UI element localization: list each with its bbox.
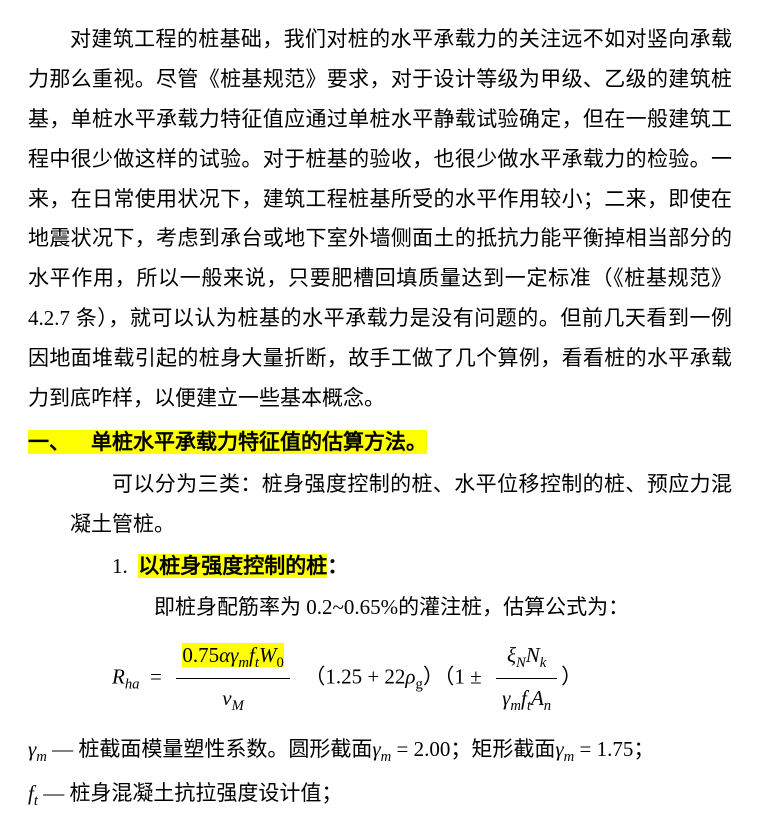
section-1-number: 一、 单桩水平承载力特征值的估算方法。 (28, 430, 427, 454)
item-1-description: 即桩身配筋率为 0.2~0.65%的灌注桩，估算公式为： (154, 588, 732, 628)
note-gamma-m: γm — 桩截面模量塑性系数。圆形截面γm = 2.00；矩形截面γm = 1.… (28, 730, 732, 772)
item-1-colon: ： (327, 554, 348, 578)
item-1-number: 1. (112, 554, 128, 578)
item-1-title: 以桩身强度控制的桩 (138, 554, 327, 578)
section-1-intro: 可以分为三类：桩身强度控制的桩、水平位移控制的桩、预应力混凝土管桩。 (70, 465, 732, 545)
section-1-title: 单桩水平承载力特征值的估算方法。 (91, 430, 427, 454)
formula-rha: Rha = 0.75αγmftW0 νM （1.25 + 22ρg）（1 ± ξ… (112, 636, 732, 721)
formula-fraction-2: ξNNk γmftAn (496, 636, 557, 721)
list-item-1: 1. 以桩身强度控制的桩： (112, 547, 732, 587)
formula-fraction-1: 0.75αγmftW0 νM (176, 636, 289, 721)
note-ft: ft — 桩身混凝土抗拉强度设计值； (28, 774, 732, 816)
section-1-heading: 一、 单桩水平承载力特征值的估算方法。 (28, 423, 732, 463)
intro-paragraph: 对建筑工程的桩基础，我们对桩的水平承载力的关注远不如对竖向承载力那么重视。尽管《… (28, 20, 732, 419)
